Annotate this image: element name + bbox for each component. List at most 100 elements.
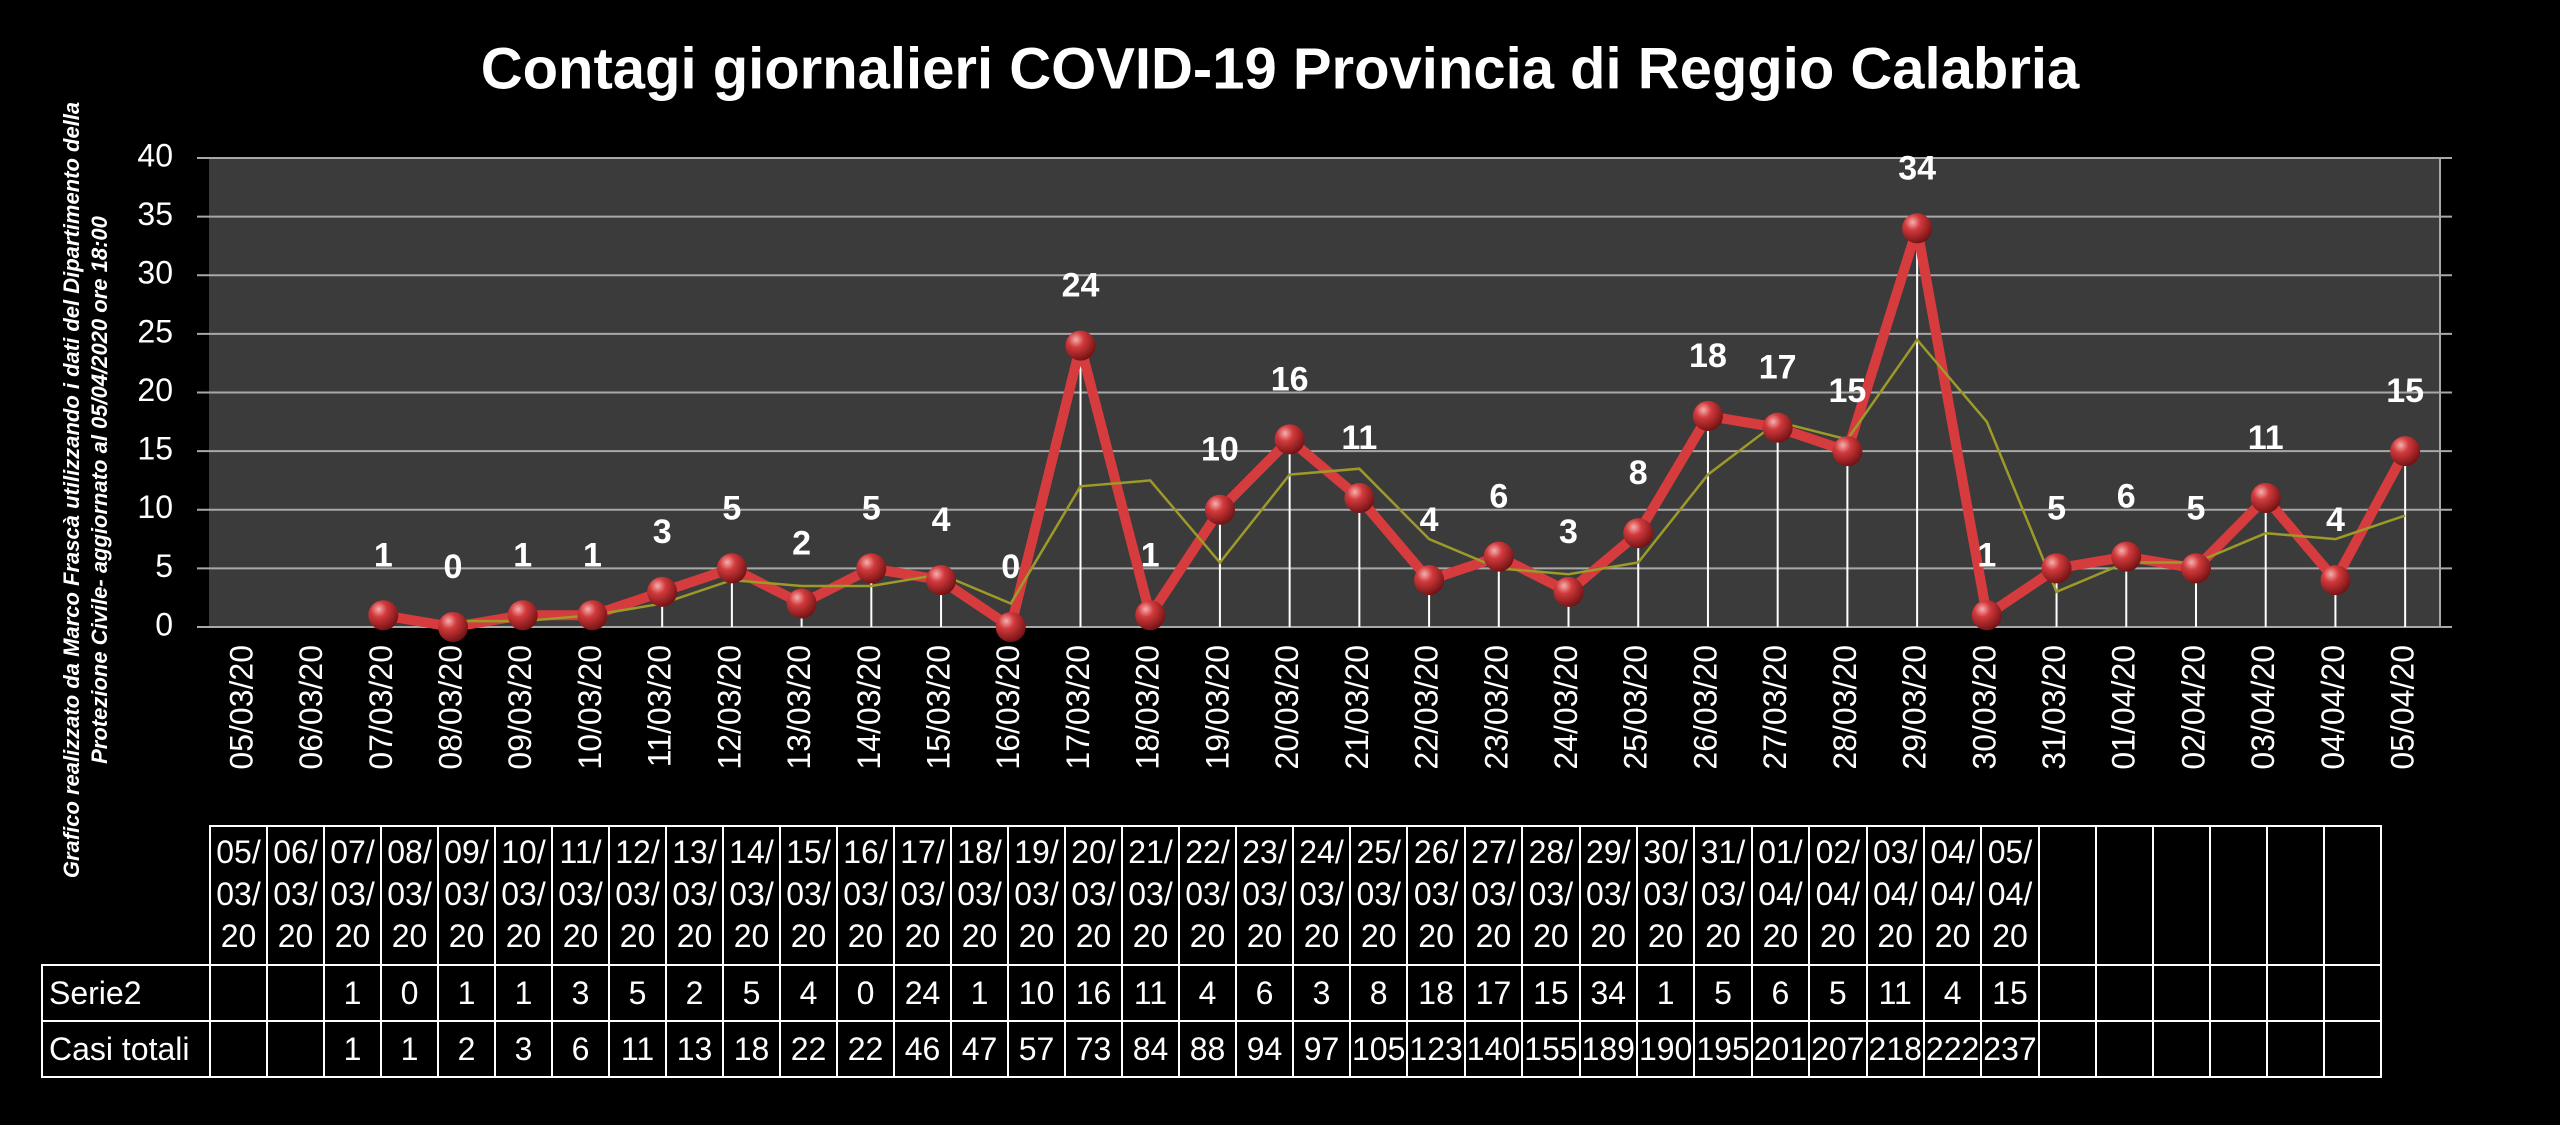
- y-tick-label: 35: [137, 196, 173, 232]
- table-empty-cell: [2322, 1020, 2382, 1078]
- table-cell: 6: [551, 1020, 610, 1078]
- marker: [856, 553, 887, 584]
- side-note: Protezione Civile- aggiornato al 05/04/2…: [87, 215, 112, 764]
- table-empty-cell: [2151, 964, 2211, 1022]
- table-cell: 15: [1980, 964, 2040, 1022]
- data-label: 11: [1341, 419, 1377, 457]
- table-cell: 190: [1635, 1020, 1696, 1078]
- marker: [1692, 400, 1723, 431]
- x-tick-label: 05/04/20: [2385, 645, 2421, 770]
- table-category: 12/03/20: [608, 825, 667, 966]
- table-cell: 34: [1578, 964, 1638, 1022]
- data-label: 15: [1828, 372, 1866, 410]
- table-category: 16/03/20: [836, 825, 895, 966]
- table-category: 28/03/20: [1521, 825, 1581, 966]
- table-cell: 0: [836, 964, 895, 1022]
- table-cell: 222: [1922, 1020, 1983, 1078]
- table-cell: 1: [1635, 964, 1696, 1022]
- table-empty-cell: [2094, 1020, 2154, 1078]
- marker: [577, 600, 608, 631]
- x-tick-label: 27/03/20: [1757, 645, 1793, 770]
- table-category: 19/03/20: [1007, 825, 1066, 966]
- table-cell: 2: [665, 964, 724, 1022]
- marker: [438, 612, 469, 642]
- marker: [2250, 483, 2281, 514]
- table-cell: [209, 964, 268, 1022]
- marker: [995, 612, 1026, 642]
- table-cell: 47: [950, 1020, 1009, 1078]
- data-table: 05/03/20 06/03/20 07/03/20 08/03/20 09/03/20…: [41, 825, 2382, 1078]
- x-tick-label: 10/03/20: [572, 645, 608, 770]
- table-empty-cell: [2151, 1020, 2211, 1078]
- table-category: 13/03/20: [665, 825, 724, 966]
- data-label: 2: [792, 525, 811, 563]
- marker: [2041, 553, 2072, 584]
- x-tick-label: 18/03/20: [1130, 645, 1166, 770]
- table-empty-cell: [2322, 825, 2382, 966]
- x-tick-label: 08/03/20: [432, 645, 468, 770]
- table-cell: 201: [1750, 1020, 1811, 1078]
- marker: [2180, 553, 2211, 584]
- table-cell: 4: [1922, 964, 1983, 1022]
- marker: [1135, 600, 1166, 631]
- x-tick-label: 25/03/20: [1618, 645, 1654, 770]
- side-note: Grafico realizzato da Marco Frascà utili…: [59, 102, 84, 878]
- marker: [2390, 436, 2421, 467]
- table-empty-cell: [2265, 825, 2325, 966]
- x-tick-label: 11/03/20: [642, 645, 678, 767]
- table-cell: 5: [1693, 964, 1753, 1022]
- marker: [368, 600, 399, 631]
- x-tick-label: 22/03/20: [1409, 645, 1445, 770]
- y-tick-label: 25: [137, 313, 173, 349]
- table-cell: 1: [494, 964, 553, 1022]
- data-label: 5: [862, 489, 881, 527]
- marker: [2320, 565, 2351, 596]
- table-category: 05/03/20: [209, 825, 268, 966]
- table-cell: 11: [1865, 964, 1925, 1022]
- data-label: 16: [1271, 360, 1309, 398]
- marker: [716, 553, 747, 584]
- data-label: 8: [1629, 454, 1648, 492]
- marker: [647, 576, 678, 607]
- table-cell: 237: [1980, 1020, 2040, 1078]
- data-label: 18: [1689, 337, 1727, 375]
- table-empty-cell: [2208, 1020, 2268, 1078]
- data-label: 17: [1759, 349, 1797, 387]
- table-row: Casi totali 1 1 2 3 6 11 13 18 22 22 46 47 57 73 84 88 94…: [41, 1020, 2382, 1078]
- table-category: 31/03/20: [1693, 825, 1753, 966]
- y-tick-label: 0: [155, 606, 173, 642]
- table-category: 23/03/20: [1235, 825, 1294, 966]
- table-empty-cell: [2208, 964, 2268, 1022]
- table-category: 25/03/20: [1348, 825, 1409, 966]
- x-tick-label: 03/04/20: [2245, 645, 2281, 770]
- table-empty-cell: [2265, 1020, 2325, 1078]
- x-tick-label: 19/03/20: [1199, 645, 1235, 770]
- table-category: 22/03/20: [1178, 825, 1237, 966]
- data-label: 5: [2187, 489, 2206, 527]
- x-tick-label: 04/04/20: [2315, 645, 2351, 770]
- table-empty-cell: [2322, 964, 2382, 1022]
- table-category: 06/03/20: [266, 825, 325, 966]
- table-cell: 207: [1808, 1020, 1868, 1078]
- data-label: 11: [2248, 419, 2284, 457]
- table-cell: 18: [1406, 964, 1466, 1022]
- x-tick-label: 06/03/20: [293, 645, 329, 770]
- data-label: 0: [1001, 548, 1020, 586]
- table-cell: 8: [1348, 964, 1409, 1022]
- y-tick-label: 30: [137, 255, 173, 291]
- marker: [1483, 541, 1514, 572]
- table-cell: [266, 964, 325, 1022]
- table-cell: 3: [494, 1020, 553, 1078]
- table-category: 09/03/20: [437, 825, 496, 966]
- table-header-row: 05/03/20 06/03/20 07/03/20 08/03/20 09/03/20…: [42, 825, 2382, 966]
- table-cell: 5: [608, 964, 667, 1022]
- table-cell: 10: [1007, 964, 1066, 1022]
- table-category: 26/03/20: [1406, 825, 1466, 966]
- x-tick-label: 16/03/20: [990, 645, 1026, 770]
- table-cell: 22: [779, 1020, 838, 1078]
- data-label: 0: [444, 548, 463, 586]
- x-tick-label: 29/03/20: [1897, 645, 1933, 770]
- marker: [926, 565, 957, 596]
- table-cell: 218: [1865, 1020, 1925, 1078]
- x-tick-label: 07/03/20: [363, 645, 399, 770]
